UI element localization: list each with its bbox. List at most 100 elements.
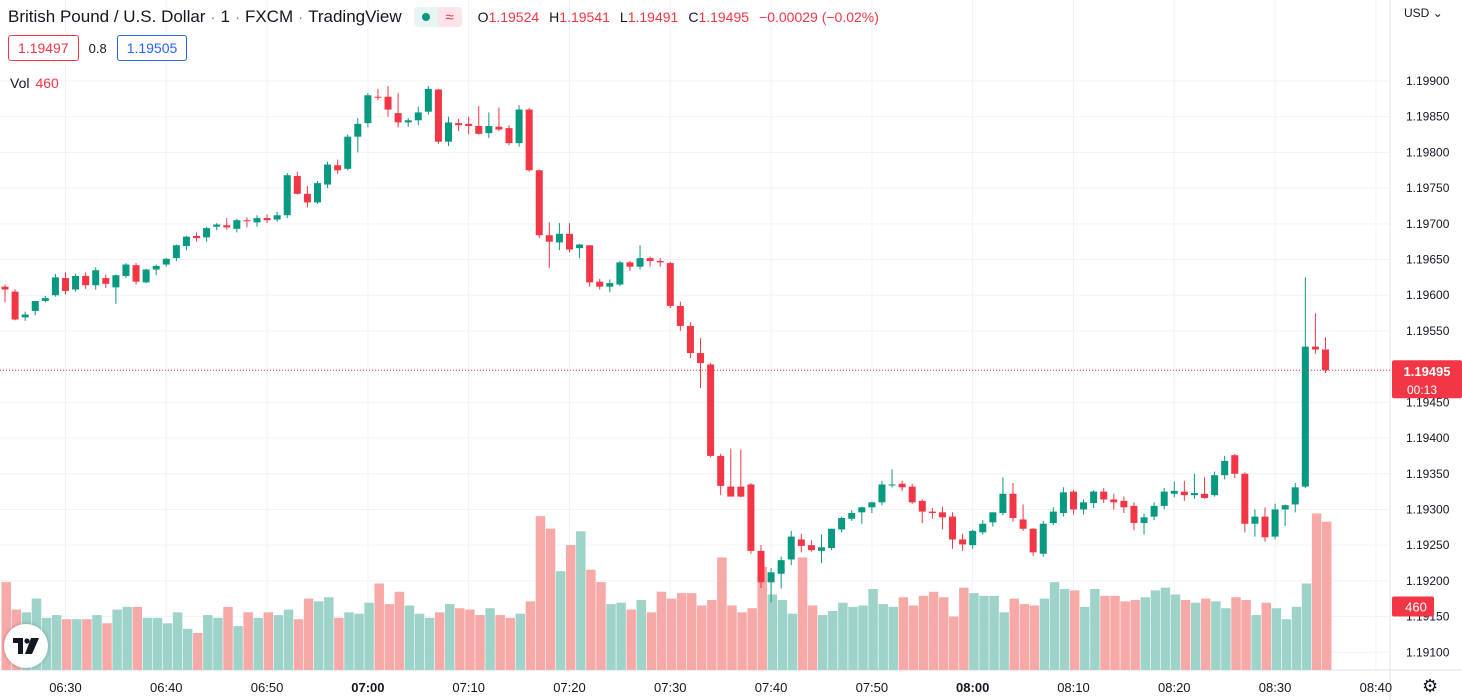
volume-bar [324, 597, 334, 670]
candle-body [303, 193, 311, 203]
market-open-icon [413, 7, 438, 27]
candle-body [1271, 509, 1279, 537]
candle-body [1291, 487, 1299, 505]
time-axis: 06:30 06:40 06:50 07:00 07:10 07:20 07:30 07:40… [49, 680, 1392, 695]
price-tick-label: 1.19650 [1406, 253, 1450, 267]
volume-bar [203, 615, 213, 670]
candle-body [1241, 473, 1249, 524]
interval-label[interactable]: 1 [220, 7, 230, 26]
volume-bar [717, 557, 727, 670]
time-tick-label: 07:20 [553, 680, 586, 695]
volume-bar [1211, 601, 1221, 670]
volume-legend-label: Vol [10, 75, 30, 91]
volume-bar [495, 615, 505, 670]
volume-bar [193, 632, 203, 670]
time-tick-label: 07:40 [755, 680, 788, 695]
candle-body [193, 235, 201, 239]
candle-body [354, 123, 362, 137]
volume-bar [424, 617, 435, 670]
candle-body [152, 265, 160, 270]
candle-body [122, 264, 130, 276]
price-tick-label: 1.19800 [1406, 145, 1450, 159]
candle-body [717, 455, 725, 486]
candle-body [838, 518, 846, 530]
gear-icon[interactable]: ⚙ [1422, 676, 1439, 696]
candle-body [253, 218, 261, 223]
volume-bar [465, 609, 475, 670]
symbol-title[interactable]: British Pound / U.S. Dollar [8, 7, 206, 26]
candle-body [485, 125, 493, 134]
candle-body [525, 109, 533, 171]
volume-bar [1190, 602, 1201, 670]
price-tick-label: 1.19850 [1406, 110, 1450, 124]
candle-body [505, 128, 513, 144]
candle-body [263, 218, 271, 221]
candle-series [1, 85, 1329, 603]
candle-body [999, 493, 1007, 514]
candle-body [1039, 523, 1047, 554]
candle-body [959, 539, 967, 545]
candle-body [1201, 493, 1209, 499]
candle-body [535, 170, 543, 236]
volume-bar [1231, 597, 1241, 670]
candle-body [394, 113, 402, 123]
volume-bar [303, 598, 314, 670]
candle-body [172, 245, 180, 259]
volume-bar [1241, 599, 1251, 670]
volume-bar [1201, 598, 1211, 670]
candle-body [82, 275, 90, 286]
volume-bar [918, 595, 929, 670]
volume-bar [656, 591, 667, 670]
volume-bar [1039, 598, 1050, 670]
buy-price-button[interactable]: 1.19505 [116, 35, 188, 61]
candle-body [626, 262, 634, 267]
volume-series [1, 513, 1332, 670]
current-price-badge [1392, 360, 1462, 399]
volume-bar [485, 608, 495, 670]
candle-body [233, 220, 241, 229]
volume-bar [283, 609, 294, 670]
volume-bar [112, 609, 122, 670]
candle-body [374, 96, 382, 98]
candle-body [1321, 349, 1329, 371]
volume-bar [626, 609, 636, 670]
candle-body [949, 516, 957, 540]
volume-bar [273, 615, 284, 670]
candle-body [777, 560, 785, 574]
time-tick-label: 08:10 [1057, 680, 1090, 695]
candle-body [1251, 516, 1259, 524]
volume-bar [747, 608, 757, 670]
currency-selector[interactable]: USD ⌄ [1404, 6, 1443, 20]
price-tick-label: 1.19200 [1406, 574, 1450, 588]
candle-body [918, 500, 926, 512]
candle-body [545, 235, 553, 242]
volume-bar [525, 601, 536, 670]
candle-body [636, 258, 644, 267]
candle-body [61, 278, 69, 291]
candle-body [807, 545, 815, 551]
candle-body [465, 123, 473, 126]
time-tick-label: 08:20 [1158, 680, 1191, 695]
volume-bar [1090, 588, 1100, 670]
volume-bar [172, 612, 183, 670]
volume-legend[interactable]: Vol 460 [10, 75, 59, 91]
tradingview-logo-icon[interactable] [4, 624, 48, 668]
volume-bar [565, 545, 576, 670]
market-status[interactable]: ≈ [413, 7, 462, 27]
candle-body [888, 484, 896, 486]
candle-body [878, 484, 886, 503]
sell-price-button[interactable]: 1.19497 [8, 35, 79, 61]
price-tick-label: 1.19900 [1406, 74, 1450, 88]
volume-bar [787, 613, 798, 670]
candle-body [1130, 505, 1138, 524]
volume-bar [545, 528, 556, 670]
candle-body [1009, 493, 1017, 519]
candle-body [223, 225, 231, 228]
candle-body [596, 281, 604, 287]
volume-bar [1110, 595, 1120, 670]
candle-body [979, 523, 987, 533]
volume-bar [82, 619, 92, 670]
candle-body [1120, 500, 1128, 508]
candle-body [1069, 491, 1077, 510]
